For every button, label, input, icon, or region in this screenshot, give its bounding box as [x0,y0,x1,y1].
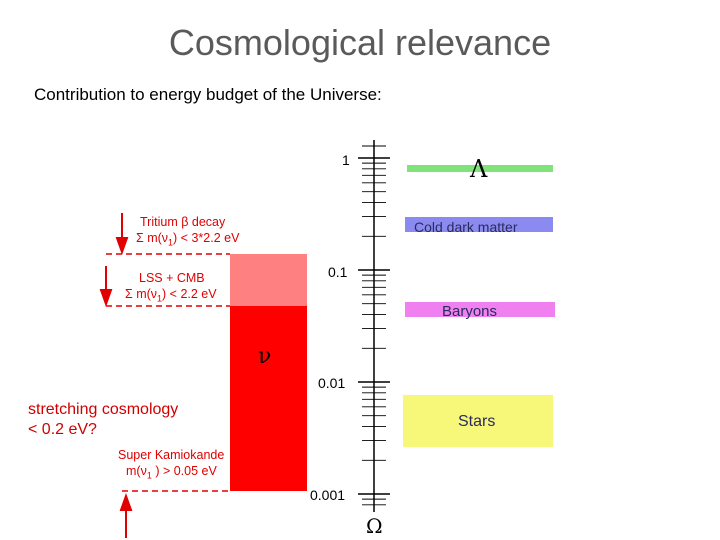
lss-annotation: LSS + CMB Σ m(ν1) < 2.2 eV [125,270,217,307]
superk-text-end: ) > 0.05 eV [151,464,217,478]
tick-label-0.1: 0.1 [328,264,348,280]
superk-line1: Super Kamiokande [118,448,225,462]
superk-arrow [119,493,133,538]
lss-line2: Σ m(ν1) < 2.2 eV [125,286,217,307]
tritium-text: Σ m(ν [136,231,169,245]
omega-axis-symbol: Ω [366,514,383,538]
stars-label: Stars [458,413,495,430]
cold-dark-matter-band [405,217,553,232]
superk-annotation: Super Kamiokande m(ν1 ) > 0.05 eV [118,447,224,484]
tick-label-0.001: 0.001 [310,487,345,503]
slide-title: Cosmological relevance [168,22,552,63]
cold-dark-matter-label: Cold dark matter [414,219,518,235]
lss-subscript: 1 [157,293,163,304]
lambda-label: Λ [470,155,488,183]
slide-subtitle: Contribution to energy budget of the Uni… [34,85,382,104]
stars-band [403,395,553,447]
tick-label-0.01: 0.01 [318,375,345,391]
lss-text: Σ m(ν [125,287,158,301]
tritium-line2: Σ m(ν1) < 3*2.2 eV [136,230,239,251]
neutrino-upper-bar [230,254,307,306]
superk-text: m(ν [126,464,147,478]
stretching-cosmology-note: stretching cosmology < 0.2 eV? [28,400,178,440]
lss-line1: LSS + CMB [139,271,205,285]
superk-line2: m(ν1 ) > 0.05 eV [118,463,224,484]
lambda-band [407,165,553,172]
tritium-subscript: 1 [168,237,174,248]
tritium-arrow [115,213,129,255]
tritium-line1: Tritium β decay [140,215,226,229]
superk-subscript: 1 [146,470,152,481]
tritium-annotation: Tritium β decay Σ m(ν1) < 3*2.2 eV [136,214,239,251]
baryons-band [405,302,555,317]
omega-axis-ticks [358,145,390,506]
neutrino-symbol: ν [258,344,272,369]
note-line1: stretching cosmology [28,401,179,418]
lss-text-end: ) < 2.2 eV [162,287,217,301]
tick-label-1: 1 [342,152,350,168]
tritium-text-end: ) < 3*2.2 eV [173,231,240,245]
baryons-label: Baryons [442,303,497,320]
note-line2: < 0.2 eV? [28,421,97,438]
lss-arrow [99,266,113,307]
neutrino-lower-bar [230,306,307,491]
